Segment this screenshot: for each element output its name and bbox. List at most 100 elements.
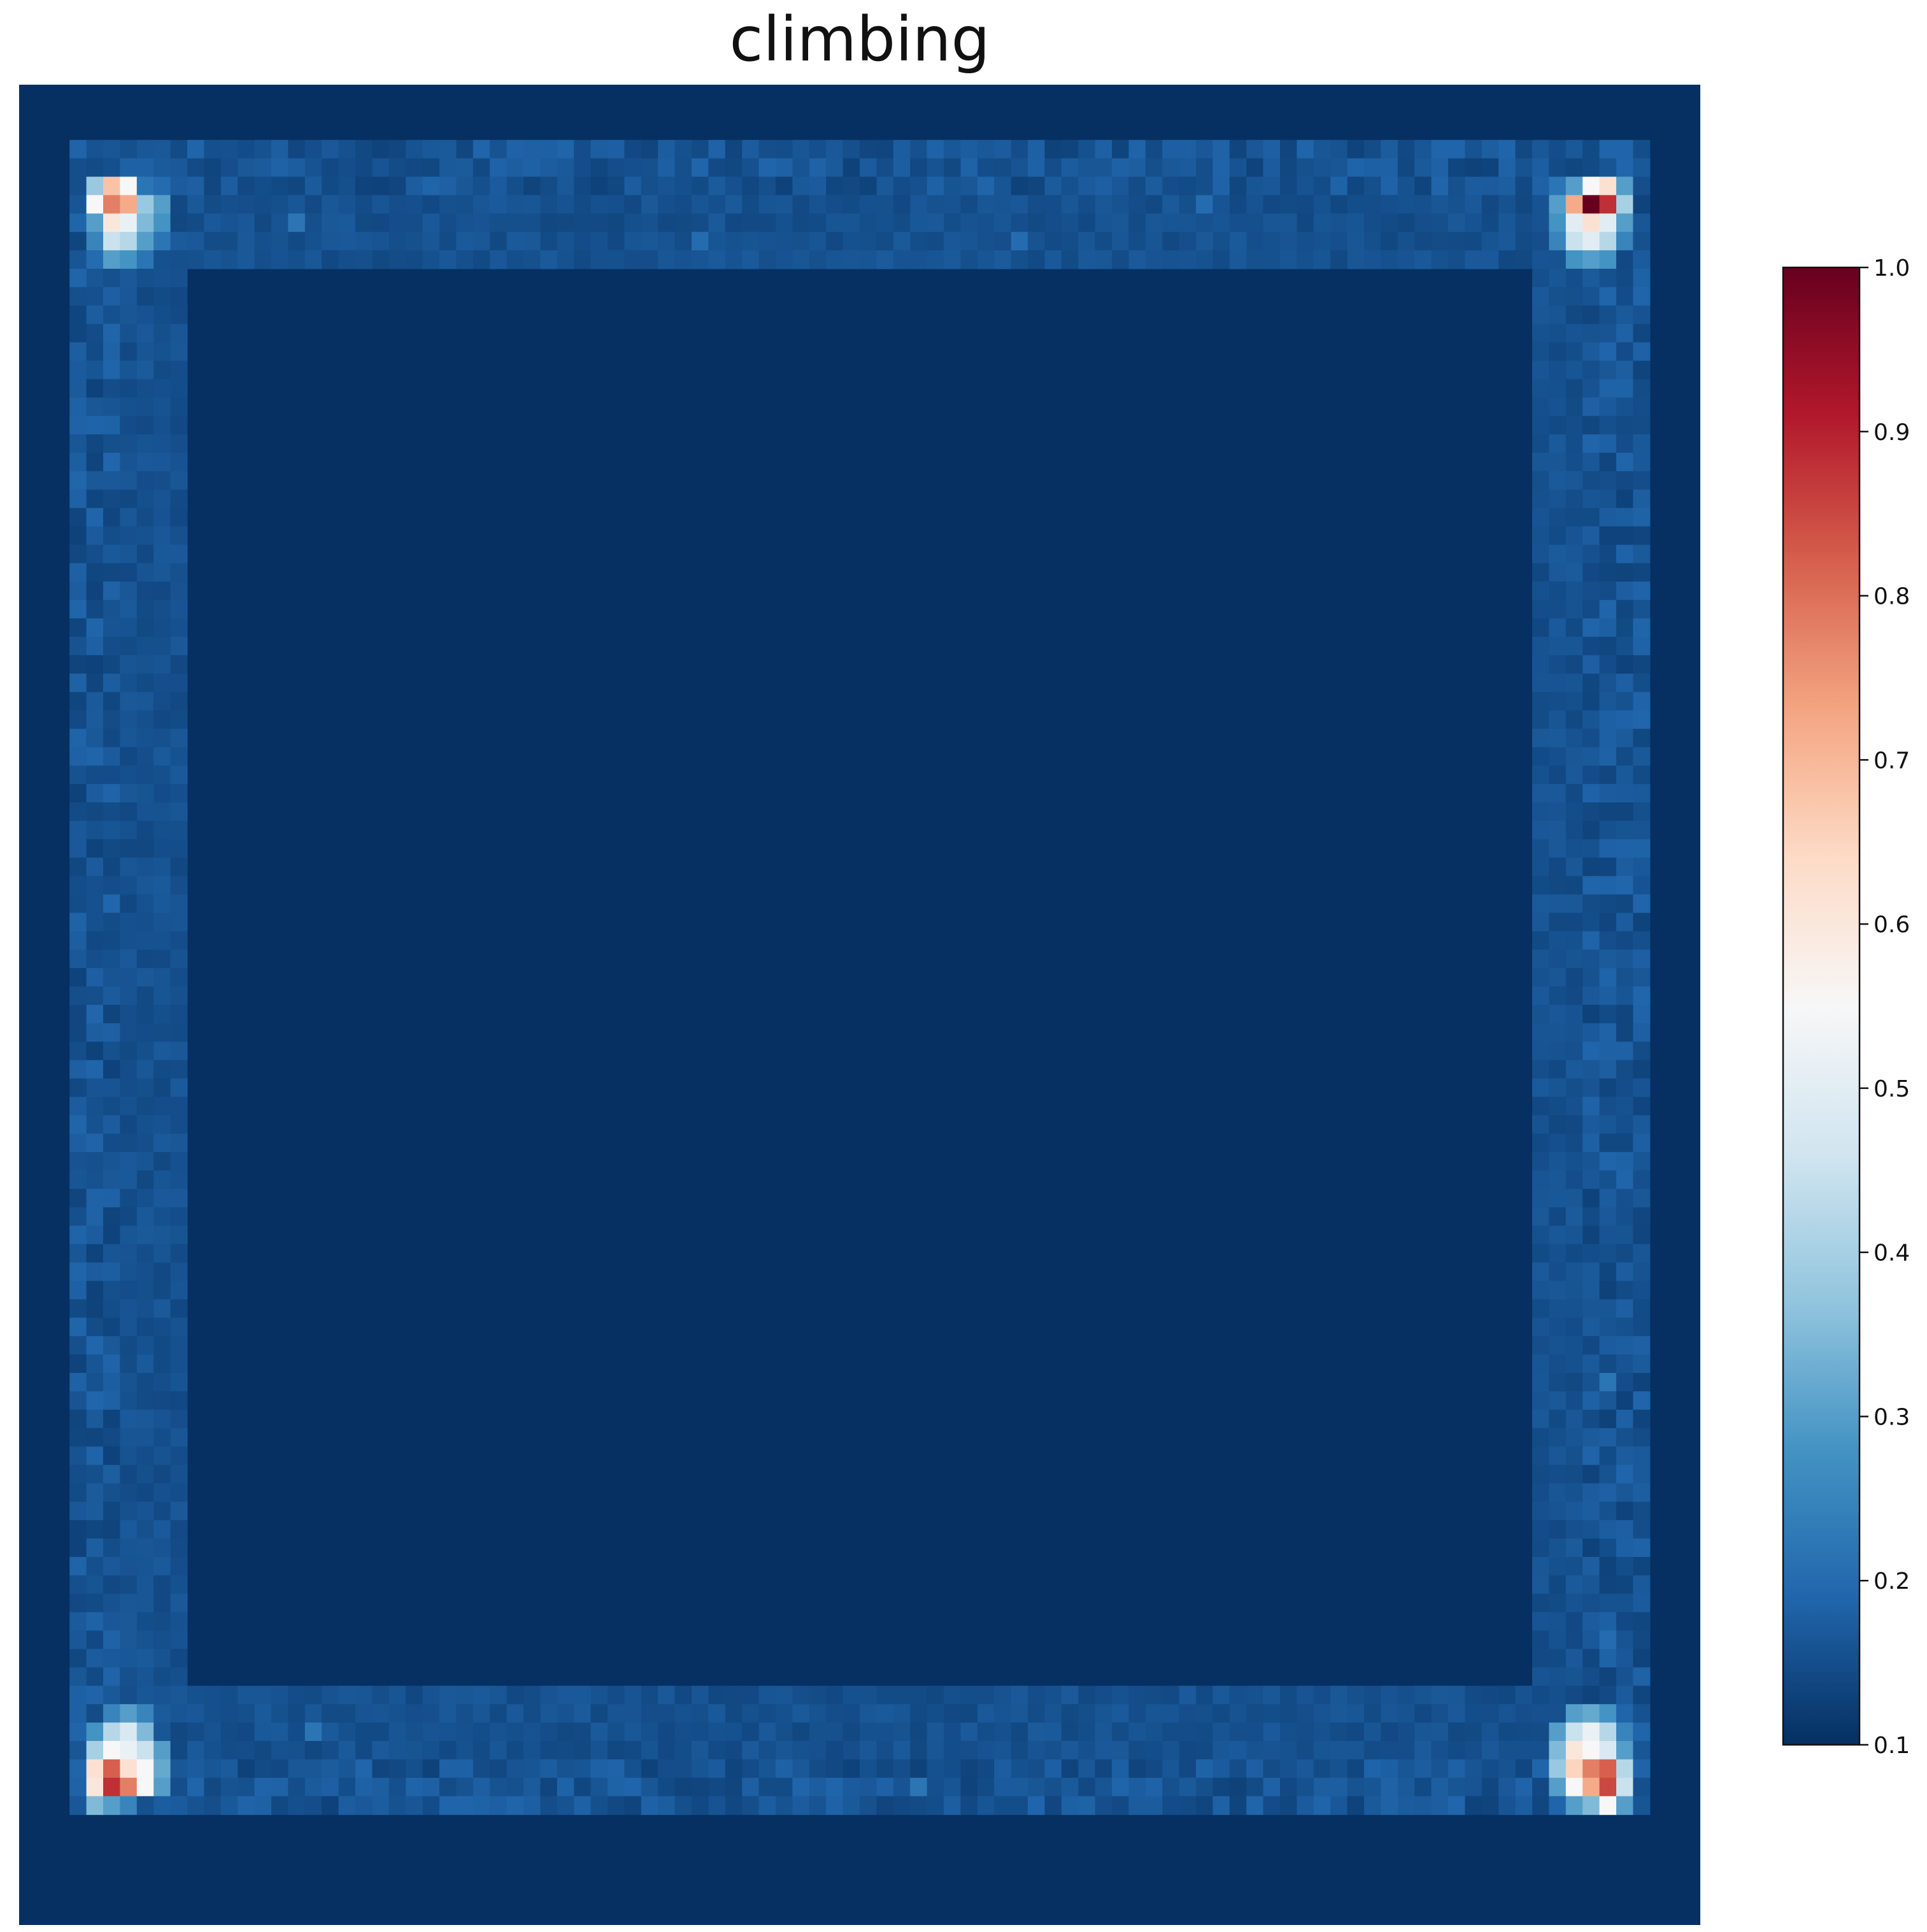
heatmap-cell [136,1023,154,1042]
heatmap-cell [338,1796,356,1815]
heatmap-cell [1582,1649,1600,1668]
heatmap-cell [960,1686,978,1705]
heatmap-cell [1549,1796,1567,1815]
heatmap-cell [238,1704,255,1723]
heatmap-cell [170,1612,188,1631]
heatmap-cell [1532,176,1549,195]
heatmap-cell [1028,195,1045,214]
heatmap-cell [1280,250,1297,269]
heatmap-cell [1414,1686,1432,1705]
heatmap-cell [944,195,961,214]
heatmap-cell [1532,1428,1549,1447]
heatmap-cell [557,250,574,269]
heatmap-cell [136,563,154,582]
heatmap-cell [1633,1281,1651,1300]
heatmap-cell [1582,489,1600,509]
heatmap-cell [120,802,138,821]
heatmap-cell [1246,232,1264,251]
colorbar-tick-label: 0.5 [1874,1076,1910,1102]
heatmap-cell [624,250,642,269]
heatmap-cell [1633,434,1651,453]
heatmap-cell [1532,986,1549,1005]
heatmap-cell [120,526,138,546]
heatmap-cell [372,213,390,232]
heatmap-cell [103,176,120,195]
heatmap-cell [1616,1502,1633,1521]
heatmap-cell [103,1630,120,1650]
heatmap-cell [254,250,272,269]
heatmap-cell [1313,232,1331,251]
heatmap-cell [1633,305,1651,325]
heatmap-cell [725,1796,743,1815]
heatmap-cell [136,360,154,380]
heatmap-cell [843,250,860,269]
heatmap-cell [1532,1225,1549,1245]
heatmap-cell [574,250,592,269]
heatmap-cell [153,1593,171,1613]
heatmap-cell [1465,1722,1483,1742]
heatmap-cell [523,195,541,214]
heatmap-cell [1330,1741,1348,1760]
heatmap-cell [1532,323,1549,343]
heatmap-cell [69,747,87,766]
heatmap-cell [170,655,188,674]
heatmap-cell [1532,1005,1549,1024]
heatmap-cell [776,1796,793,1815]
heatmap-cell [692,1796,709,1815]
heatmap-cell [1095,1759,1113,1779]
heatmap-cell [1549,139,1567,159]
heatmap-cell [170,1060,188,1079]
heatmap-cell [1313,250,1331,269]
heatmap-cell [1078,1796,1096,1815]
heatmap-cell [338,1759,356,1779]
heatmap-cell [1633,323,1651,343]
heatmap-cell [641,213,658,232]
heatmap-cell [103,618,120,637]
heatmap-cell [120,1023,138,1042]
heatmap-cell [69,692,87,711]
heatmap-cell [204,195,222,214]
heatmap-cell [1498,139,1516,159]
heatmap-cell [1616,1318,1633,1337]
heatmap-cell [1381,139,1398,159]
heatmap-cell [1078,1722,1096,1742]
heatmap-cell [322,139,339,159]
heatmap-cell [1633,397,1651,416]
heatmap-cell [1465,232,1483,251]
chart-title: climbing [729,4,990,75]
heatmap-cell [1565,1115,1583,1134]
heatmap-cell [1633,637,1651,656]
heatmap-cell [977,1704,995,1723]
heatmap-cell [103,139,120,159]
heatmap-cell [204,176,222,195]
heatmap-cell [523,213,541,232]
heatmap-cell [1414,250,1432,269]
heatmap-cell [1162,1741,1180,1760]
heatmap-cell [1565,360,1583,380]
heatmap-cell [876,1686,894,1705]
heatmap-cell [120,710,138,730]
heatmap-cell [1414,139,1432,159]
heatmap-cell [910,213,928,232]
heatmap-cell [1532,1465,1549,1484]
heatmap-cell [153,710,171,730]
heatmap-cell [238,1722,255,1742]
heatmap-cell [1616,876,1633,895]
heatmap-cell [170,1649,188,1668]
heatmap-cell [1532,489,1549,509]
heatmap-cell [1549,637,1567,656]
heatmap-cell [1582,710,1600,730]
heatmap-cell [960,1759,978,1779]
heatmap-cell [1616,1262,1633,1282]
heatmap-cell [69,1502,87,1521]
heatmap-cell [1582,1704,1600,1723]
heatmap-cell [153,784,171,803]
heatmap-cell [1128,250,1146,269]
heatmap-cell [69,857,87,877]
heatmap-cell [1599,1777,1617,1797]
heatmap-cell [220,213,238,232]
heatmap-cell [1532,710,1549,730]
heatmap-cell [1364,1777,1381,1797]
heatmap-cell [153,1354,171,1374]
heatmap-cell [69,1225,87,1245]
